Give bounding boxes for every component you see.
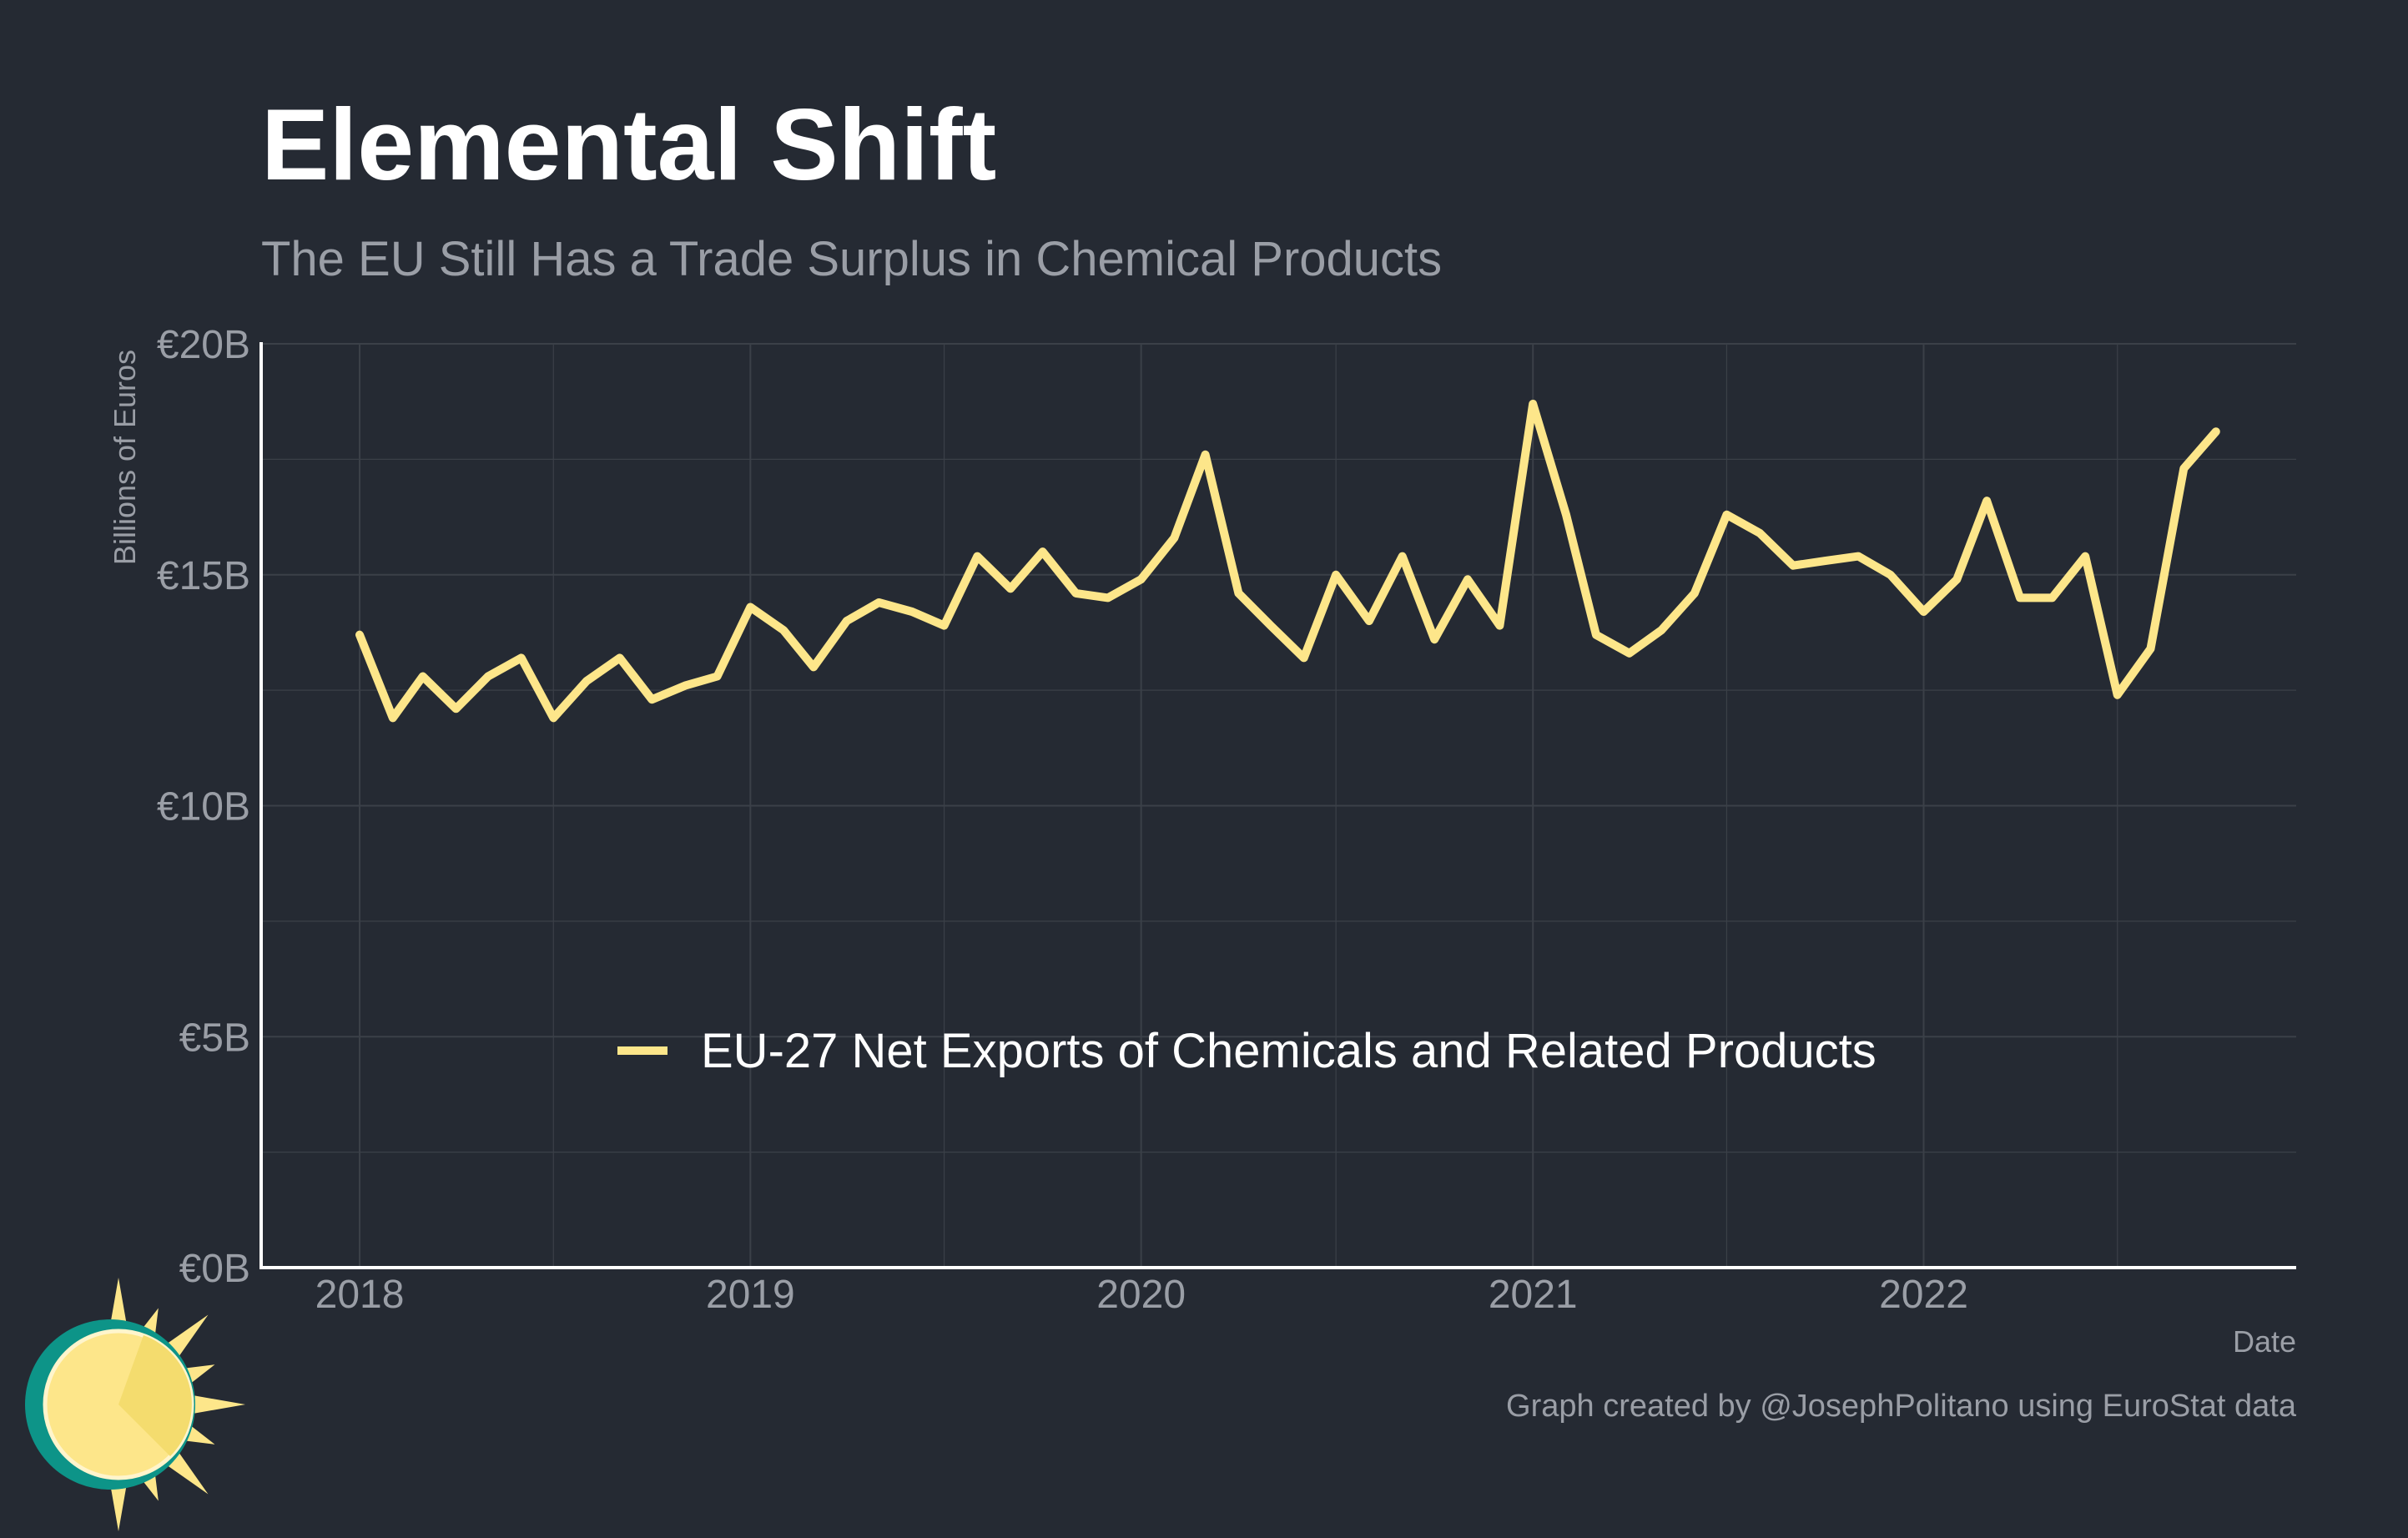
y-tick-label: €15B: [157, 554, 250, 598]
series-line: [355, 400, 2220, 723]
sun-ray: [184, 1394, 245, 1415]
legend-label: EU-27 Net Exports of Chemicals and Relat…: [701, 1024, 1877, 1078]
y-tick-labels: €0B €5B €10B €15B €20B: [157, 323, 250, 1291]
x-tick-label: 2019: [706, 1273, 795, 1317]
x-axis-title: Date: [2233, 1324, 2296, 1359]
y-tick-label: €0B: [179, 1247, 250, 1291]
y-tick-label: €20B: [157, 323, 250, 367]
legend: EU-27 Net Exports of Chemicals and Relat…: [617, 1024, 1877, 1078]
logo-sun-shade: [118, 1335, 192, 1456]
x-tick-label: 2018: [315, 1273, 405, 1317]
axes: [259, 342, 2296, 1269]
sun-logo-icon: [25, 1278, 245, 1531]
x-tick-labels: 2018 2019 2020 2021 2022: [315, 1273, 1968, 1317]
y-tick-label: €10B: [157, 785, 250, 830]
y-axis-title: Billions of Euros: [108, 350, 142, 565]
series: [355, 400, 2220, 723]
chart-title: Elemental Shift: [261, 88, 997, 201]
chart-subtitle: The EU Still Has a Trade Surplus in Chem…: [261, 232, 1443, 286]
y-tick-label: €5B: [179, 1016, 250, 1060]
x-tick-label: 2022: [1879, 1273, 1968, 1317]
source-caption: Graph created by @JosephPolitano using E…: [1506, 1389, 2296, 1424]
x-tick-label: 2021: [1489, 1273, 1578, 1317]
grid-lines: [261, 343, 2296, 1268]
x-tick-label: 2020: [1096, 1273, 1186, 1317]
